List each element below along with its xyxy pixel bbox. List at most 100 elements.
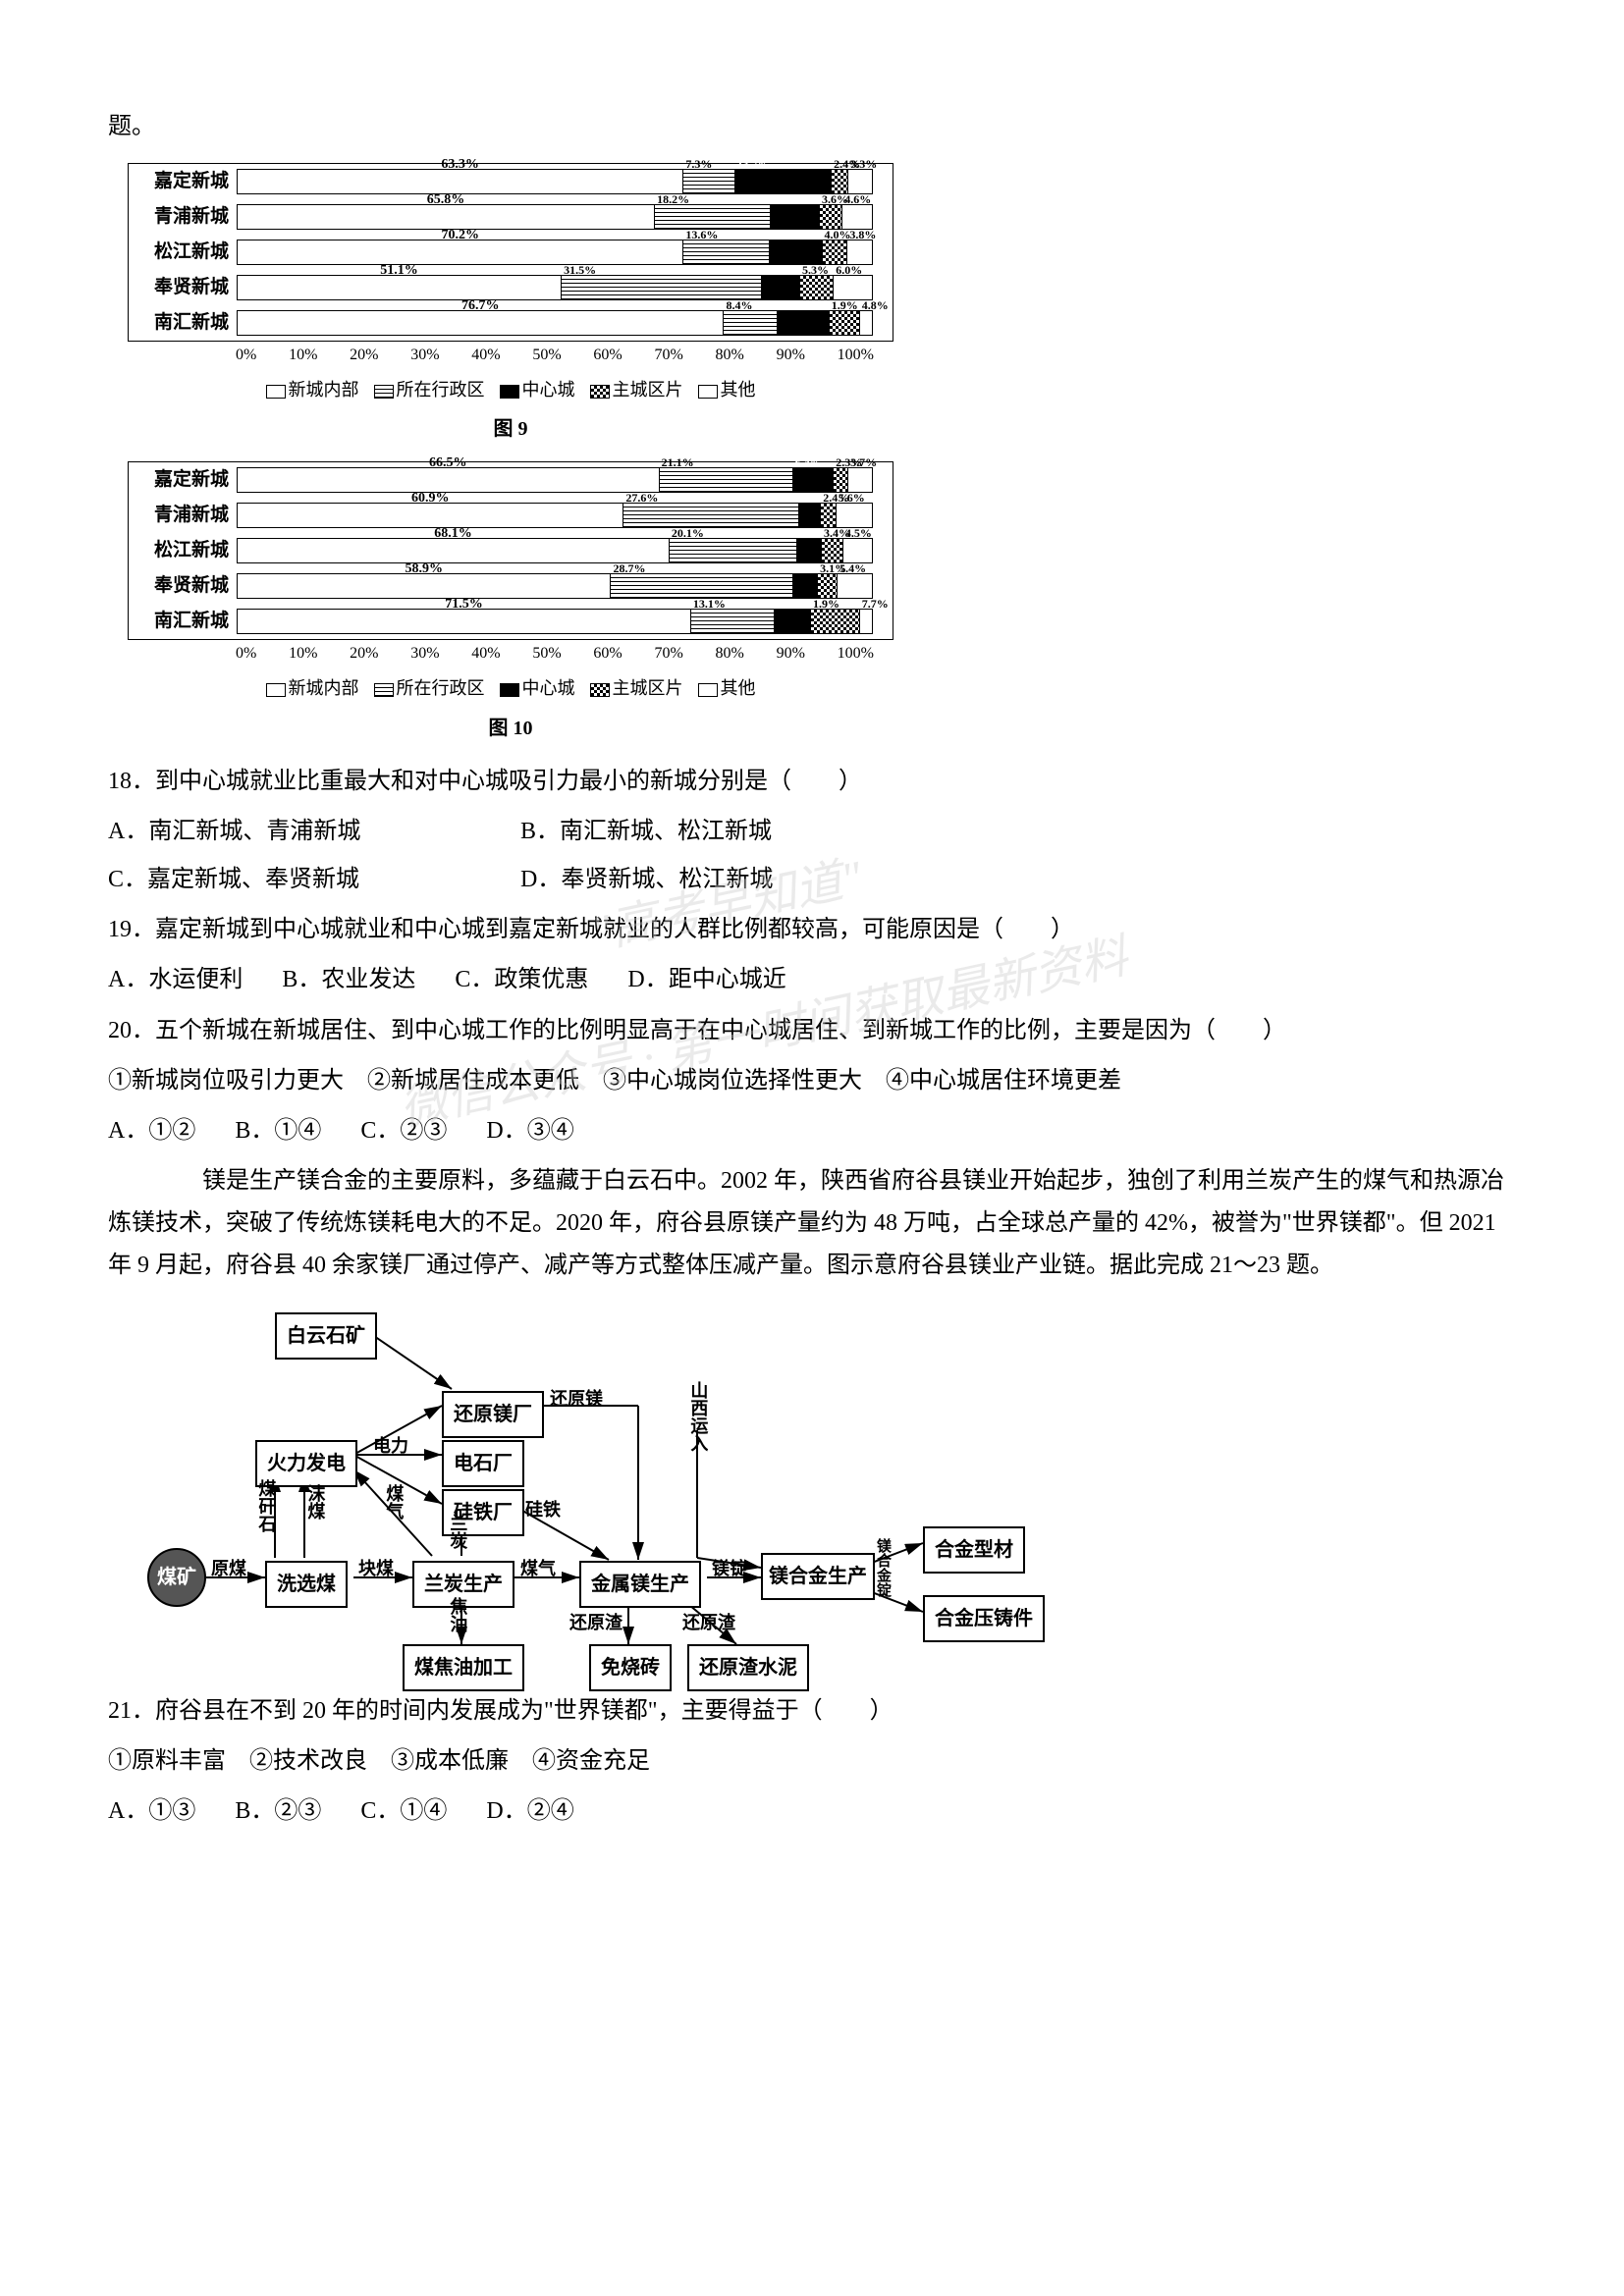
x-tick: 40% xyxy=(471,640,500,668)
y-label: 奉贤新城 xyxy=(129,271,237,304)
bar-segment: 20.1% xyxy=(670,539,797,562)
bar-segment: 7.7% xyxy=(860,610,872,633)
chart-row: 南汇新城71.5%13.1%5.8%1.9%7.7% xyxy=(129,604,893,639)
bar-segment: 7.3% xyxy=(683,170,734,193)
bar-segment: 13.6% xyxy=(683,240,770,264)
node-calcium: 电石厂 xyxy=(442,1440,524,1487)
y-label: 松江新城 xyxy=(129,236,237,269)
segment-label: 4.8% xyxy=(862,295,889,317)
q20-opt-a: A．①② xyxy=(108,1110,195,1152)
bar-segment: 1.9% xyxy=(830,311,860,335)
x-tick: 30% xyxy=(410,342,439,370)
segment-label: 7.8% xyxy=(773,189,799,211)
legend-label: 新城内部 xyxy=(289,678,359,698)
segment-label: 4.5% xyxy=(845,523,872,545)
label-yuanzha1: 还原渣 xyxy=(569,1607,623,1638)
q19-opt-a: A．水运便利 xyxy=(108,959,243,1001)
q18-stem: 18．到中心城就业比重最大和对中心城吸引力最小的新城分别是（ ） xyxy=(108,761,1516,803)
segment-label: 13.6% xyxy=(685,225,718,246)
y-label: 南汇新城 xyxy=(129,306,237,340)
segment-label: 8.2% xyxy=(772,225,798,246)
y-label: 奉贤新城 xyxy=(129,569,237,603)
legend-swatch xyxy=(590,683,610,697)
node-cast: 合金压铸件 xyxy=(923,1595,1045,1642)
q19-opt-b: B．农业发达 xyxy=(282,959,415,1001)
bar-segment: 58.9% xyxy=(238,574,611,598)
q21-stem: 21．府谷县在不到 20 年的时间内发展成为"世界镁都"，主要得益于（ ） xyxy=(108,1690,1516,1733)
passage-text: 镁是生产镁合金的主要原料，多蕴藏于白云石中。2002 年，陕西省府谷县镁业开始起… xyxy=(108,1160,1516,1288)
q21-opt-d: D．②④ xyxy=(486,1790,573,1833)
label-mei: 沫煤 xyxy=(299,1484,331,1520)
x-tick: 80% xyxy=(716,640,744,668)
legend-swatch xyxy=(698,385,718,399)
q21-options: A．①③ B．②③ C．①④ D．②④ xyxy=(108,1790,1516,1833)
node-reduce: 还原镁厂 xyxy=(442,1391,544,1438)
q20-opt-b: B．①④ xyxy=(235,1110,321,1152)
bar-area: 68.1%20.1%3.9%3.4%4.5% xyxy=(237,538,873,563)
q19-opt-d: D．距中心城近 xyxy=(627,959,785,1001)
y-label: 嘉定新城 xyxy=(129,165,237,198)
x-tick: 30% xyxy=(410,640,439,668)
segment-label: 3.7% xyxy=(850,453,877,474)
segment-label: 5.8% xyxy=(777,594,803,615)
segment-label: 58.9% xyxy=(405,557,443,581)
legend-item: 中心城 xyxy=(500,672,575,704)
legend-label: 所在行政区 xyxy=(397,678,485,698)
chart-row: 青浦新城60.9%27.6%3.5%2.4%5.6% xyxy=(129,498,893,533)
segment-label: 1.9% xyxy=(813,594,839,615)
chart-row: 松江新城68.1%20.1%3.9%3.4%4.5% xyxy=(129,533,893,568)
segment-label: 8.2% xyxy=(780,295,806,317)
x-tick: 90% xyxy=(777,342,805,370)
bar-segment: 70.2% xyxy=(238,240,683,264)
x-tick: 90% xyxy=(777,640,805,668)
segment-label: 8.4% xyxy=(726,295,752,317)
bar-area: 71.5%13.1%5.8%1.9%7.7% xyxy=(237,609,873,634)
segment-label: 1.9% xyxy=(832,295,858,317)
bar-segment: 51.1% xyxy=(238,276,562,299)
segment-label: 5.3% xyxy=(802,260,829,282)
segment-label: 13.7% xyxy=(737,154,770,176)
legend-swatch xyxy=(266,385,286,399)
label-dianli: 电力 xyxy=(373,1430,408,1462)
x-tick: 80% xyxy=(716,342,744,370)
x-tick: 40% xyxy=(471,342,500,370)
x-tick: 70% xyxy=(654,640,682,668)
label-yuanzha2: 还原渣 xyxy=(682,1607,735,1638)
q20-opt-d: D．③④ xyxy=(486,1110,573,1152)
q21-opt-a: A．①③ xyxy=(108,1790,195,1833)
bar-segment: 68.1% xyxy=(238,539,670,562)
bar-segment: 4.8% xyxy=(860,311,872,335)
segment-label: 51.1% xyxy=(380,258,418,283)
bar-segment: 8.4% xyxy=(724,311,777,335)
legend-item: 主城区片 xyxy=(590,672,683,704)
chart-row: 南汇新城76.7%8.4%8.2%1.9%4.8% xyxy=(129,305,893,341)
x-tick: 100% xyxy=(838,640,874,668)
q18-options: A．南汇新城、青浦新城 B．南汇新城、松江新城 C．嘉定新城、奉贤新城 D．奉贤… xyxy=(108,811,1516,901)
legend-label: 所在行政区 xyxy=(397,380,485,400)
segment-label: 7.7% xyxy=(862,594,889,615)
x-tick: 50% xyxy=(532,342,561,370)
node-profile: 合金型材 xyxy=(923,1526,1025,1574)
label-lantan: 兰炭 xyxy=(442,1514,473,1549)
x-tick: 70% xyxy=(654,342,682,370)
label-sife2: 硅铁 xyxy=(525,1494,561,1525)
chart10-title: 图 10 xyxy=(128,711,893,746)
q18-opt-d: D．奉贤新城、松江新城 xyxy=(520,859,933,901)
bar-area: 60.9%27.6%3.5%2.4%5.6% xyxy=(237,503,873,528)
q20-options: A．①② B．①④ C．②③ D．③④ xyxy=(108,1110,1516,1152)
chart-9: 嘉定新城63.3%7.3%13.7%2.4%3.3%青浦新城65.8%18.2%… xyxy=(128,163,893,447)
legend-item: 其他 xyxy=(698,672,756,704)
x-tick: 60% xyxy=(593,640,622,668)
q21-opt-c: C．①④ xyxy=(360,1790,447,1833)
x-tick: 0% xyxy=(236,342,256,370)
segment-label: 13.1% xyxy=(693,594,726,615)
node-cement: 还原渣水泥 xyxy=(687,1644,809,1691)
segment-label: 71.5% xyxy=(445,592,483,616)
legend-item: 所在行政区 xyxy=(374,672,485,704)
segment-label: 18.2% xyxy=(657,189,689,211)
q19-opt-c: C．政策优惠 xyxy=(455,959,588,1001)
segment-label: 5.4% xyxy=(839,559,866,580)
legend-label: 新城内部 xyxy=(289,380,359,400)
legend-swatch xyxy=(266,683,286,697)
legend-label: 其他 xyxy=(721,678,756,698)
